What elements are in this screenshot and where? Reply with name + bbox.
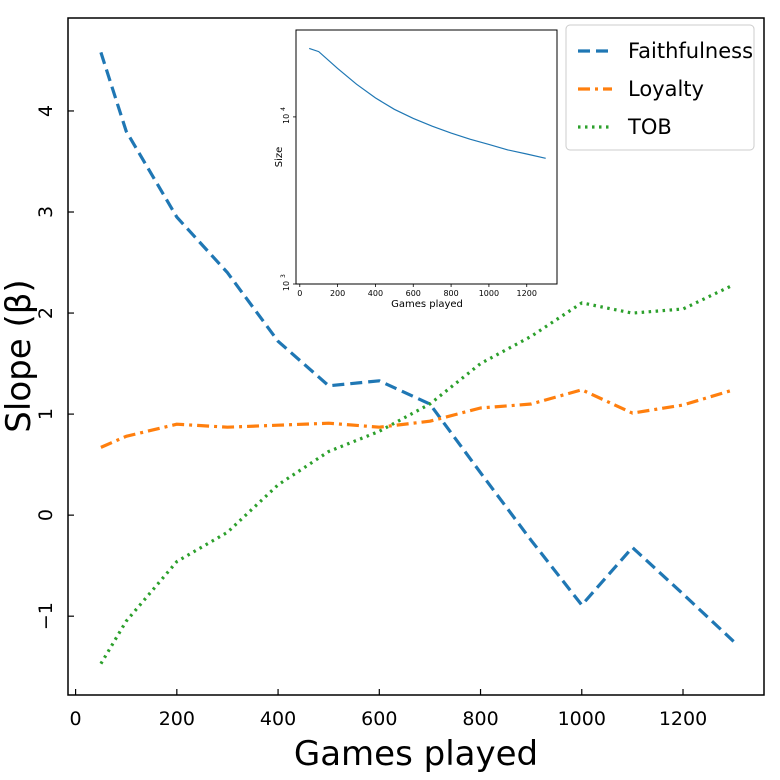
x-tick-label: 400 (260, 708, 296, 730)
inset-x-axis: 0 200 400 600 800 1000 1200 (297, 284, 537, 298)
inset-y-tick-exp: 3 (280, 274, 287, 278)
inset-x-tick-label: 600 (406, 289, 421, 298)
inset-series-lines (309, 47, 546, 159)
inset-y-tick-label: 10 3 (280, 274, 291, 291)
inset-y-tick-base: 10 (282, 281, 291, 291)
inset-x-tick-label: 1000 (479, 289, 499, 298)
y-tick-label: 2 (35, 307, 57, 319)
series-line-loyalty (100, 388, 735, 449)
x-tick-label: 1000 (558, 708, 606, 730)
legend-box (565, 24, 755, 151)
inset-y-axis: 10 3 10 4 (280, 107, 296, 291)
series-lines (99, 51, 735, 665)
inset-y-tick-base: 10 (282, 114, 291, 124)
inset-y-tick-label: 10 4 (280, 107, 291, 124)
y-axis-title: Slope (β) (0, 279, 39, 432)
y-tick-label: −1 (35, 602, 57, 630)
x-tick-label: 800 (462, 708, 498, 730)
main-plot: 0 200 400 600 800 1000 1200 −1 0 1 2 3 4 Games play… (0, 17, 765, 774)
y-tick-label: 4 (35, 105, 57, 117)
series-line-faithfulness (99, 51, 735, 643)
x-axis: 0 200 400 600 800 1000 1200 (70, 689, 707, 730)
legend: Faithfulness Loyalty TOB (565, 24, 755, 151)
inset-y-tick-exp: 4 (280, 107, 287, 111)
inset-y-axis-title: Size (274, 147, 285, 168)
x-tick-label: 0 (70, 708, 82, 730)
inset-frame (295, 29, 558, 285)
y-tick-label: 0 (35, 509, 57, 521)
legend-label-loyalty: Loyalty (628, 77, 704, 101)
inset-x-tick-label: 200 (330, 289, 345, 298)
inset-x-axis-title: Games played (391, 299, 463, 310)
y-tick-label: 1 (35, 408, 57, 420)
inset-plot: 0 200 400 600 800 1000 1200 10 3 10 4 Games playe… (274, 29, 558, 310)
x-tick-label: 600 (361, 708, 397, 730)
series-line-tob (99, 283, 735, 665)
inset-x-tick-label: 800 (443, 289, 458, 298)
inset-x-tick-label: 1200 (517, 289, 537, 298)
inset-x-tick-label: 400 (368, 289, 383, 298)
x-tick-label: 200 (159, 708, 195, 730)
inset-x-tick-label: 0 (297, 289, 302, 298)
y-tick-label: 3 (35, 206, 57, 218)
legend-label-faithfulness: Faithfulness (628, 39, 753, 63)
y-axis: −1 0 1 2 3 4 (35, 105, 74, 630)
x-axis-title: Games played (294, 734, 538, 774)
legend-label-tob: TOB (627, 115, 672, 139)
inset-series-line (309, 47, 546, 159)
plot-frame (67, 17, 765, 696)
x-tick-label: 1200 (659, 708, 707, 730)
